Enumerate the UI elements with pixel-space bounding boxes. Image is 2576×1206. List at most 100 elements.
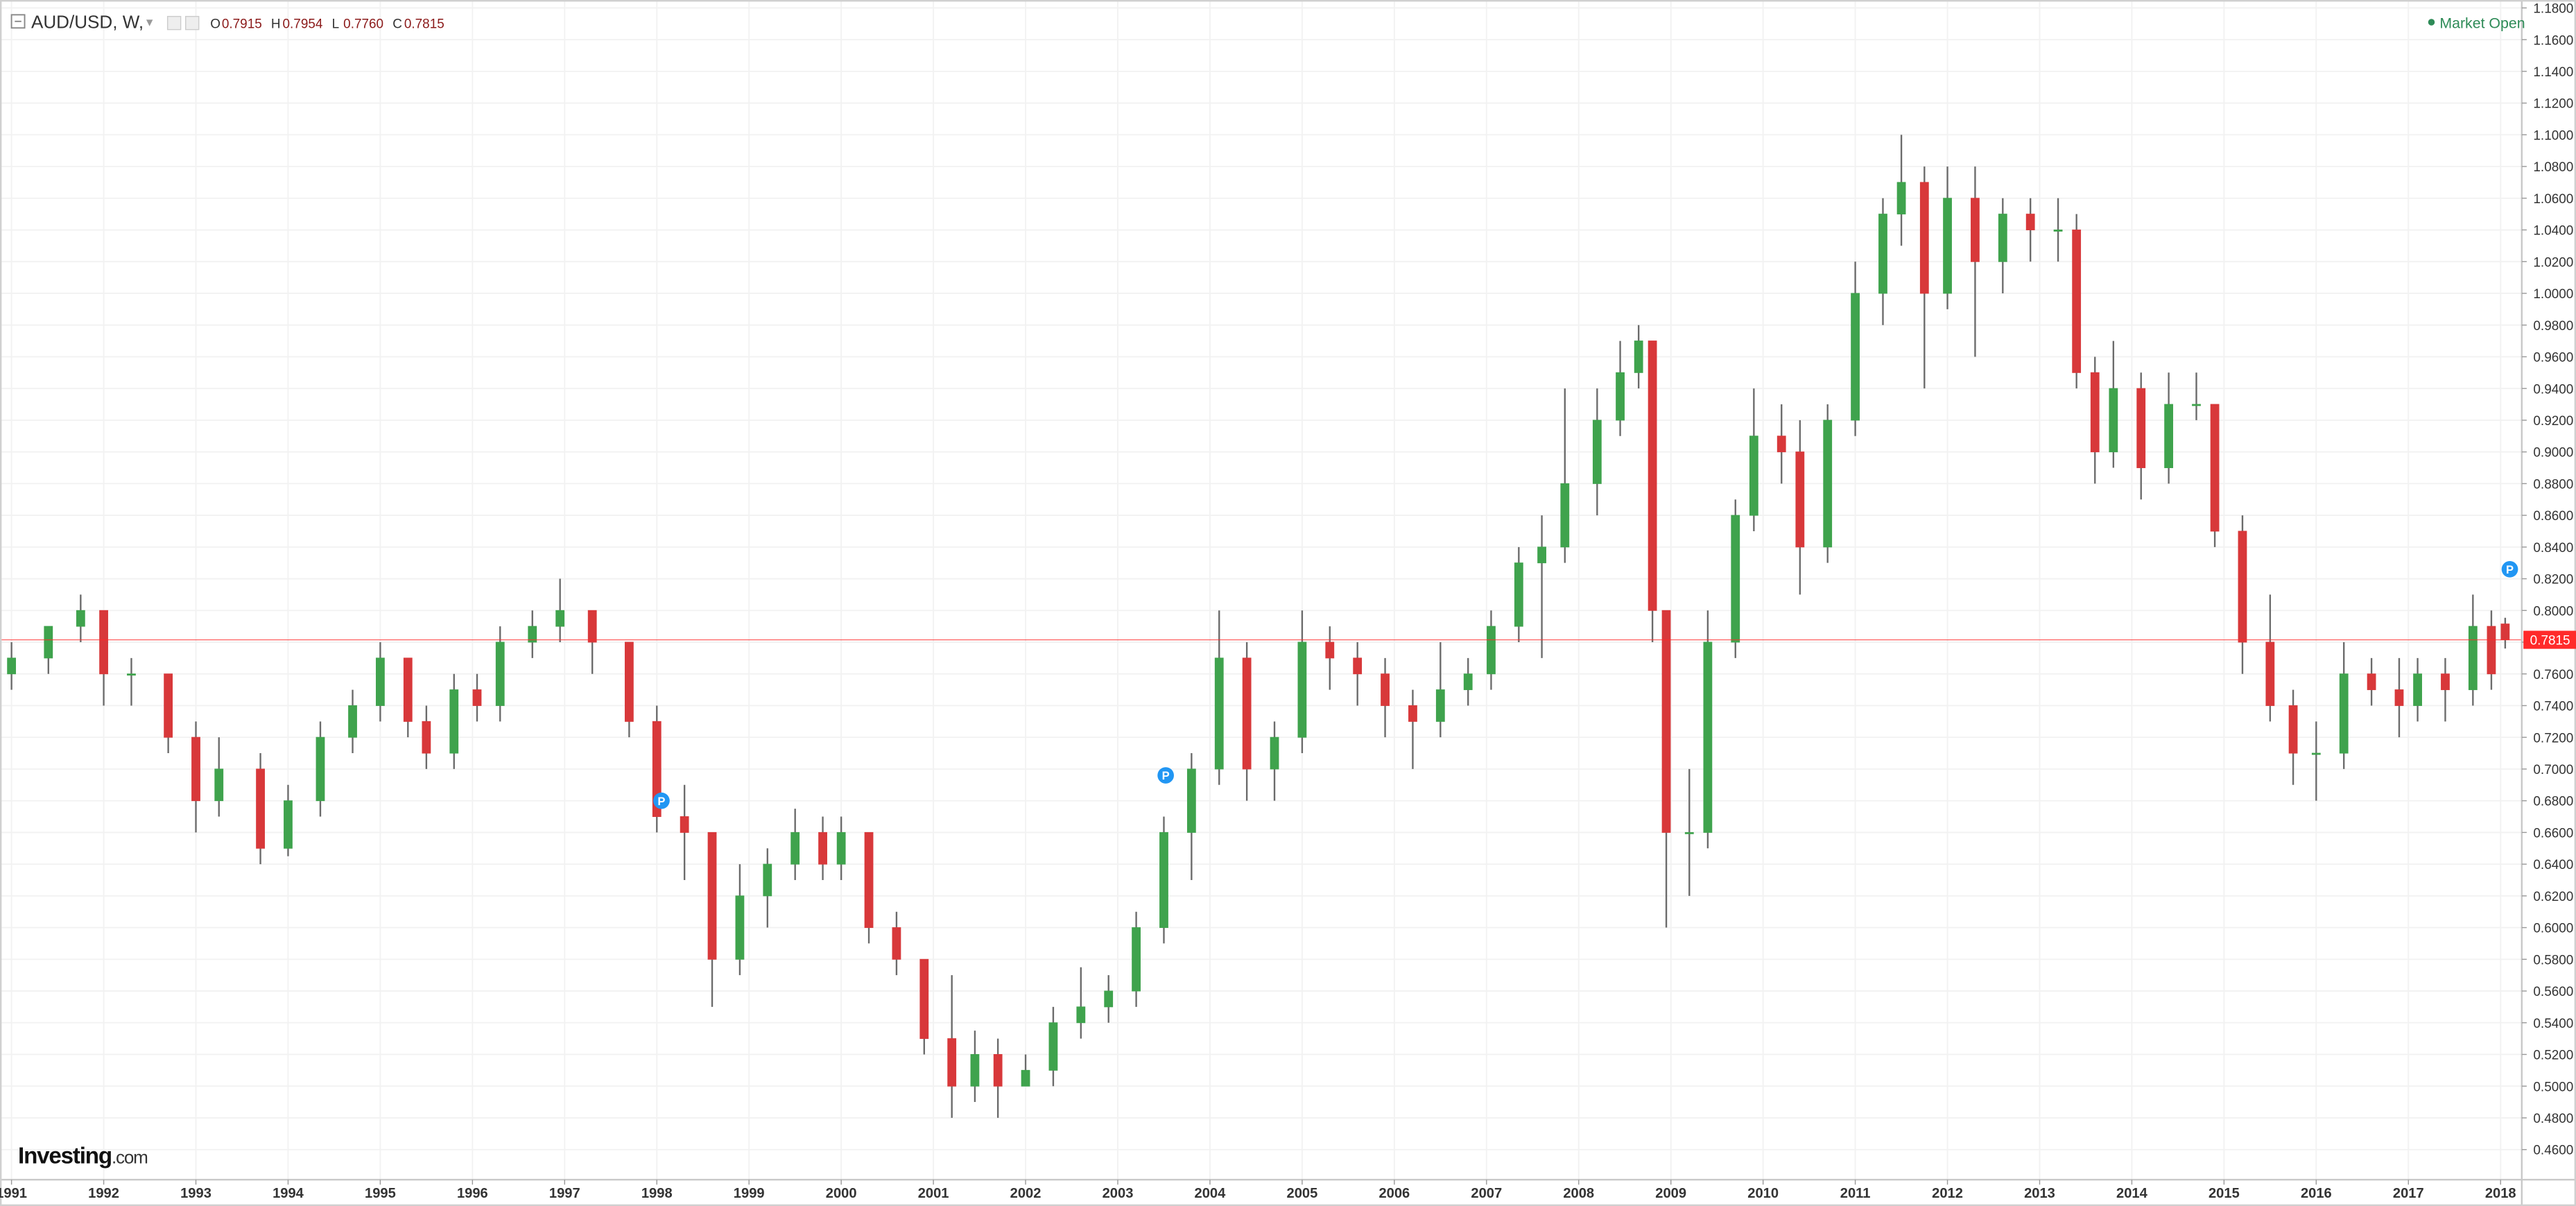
candle — [472, 673, 482, 722]
y-tick-label: 1.0400 — [2533, 224, 2573, 239]
candle — [1878, 198, 1887, 325]
x-tick-label: 2016 — [2301, 1186, 2332, 1201]
candle — [1186, 753, 1196, 880]
candle — [763, 848, 772, 928]
x-tick-label: 2012 — [1932, 1186, 1963, 1201]
candle-body — [1943, 198, 1952, 294]
collapse-button[interactable] — [10, 14, 26, 29]
x-tick-label: 2015 — [2208, 1186, 2240, 1201]
y-tick-label: 0.5400 — [2533, 1017, 2573, 1031]
settings-icon[interactable] — [166, 15, 182, 31]
candle — [1616, 341, 1625, 436]
candle — [555, 578, 565, 642]
candle-body — [2468, 626, 2478, 691]
candle — [2468, 594, 2478, 706]
candle-body — [919, 958, 929, 1040]
candle-body — [836, 832, 846, 865]
candle-body — [284, 800, 293, 849]
candle-body — [44, 626, 53, 659]
candle-body — [1634, 341, 1643, 373]
candle-body — [1560, 483, 1570, 548]
candle-body — [1896, 182, 1906, 215]
candle-body — [2238, 531, 2247, 643]
candle-body — [164, 673, 173, 738]
candle — [2072, 214, 2082, 389]
candle-body — [555, 610, 565, 627]
candle — [1242, 641, 1252, 801]
candle-body — [763, 863, 772, 897]
candle — [735, 864, 745, 976]
ohlc-value: 0.7954 — [283, 17, 323, 31]
y-tick-label: 0.4600 — [2533, 1144, 2573, 1158]
candle — [1919, 166, 1929, 389]
candle-body — [947, 1038, 957, 1087]
watermark: Investing.com — [18, 1143, 148, 1169]
candle-body — [1616, 372, 1625, 421]
y-tick-label: 0.9400 — [2533, 382, 2573, 397]
x-tick-label: 2014 — [2116, 1186, 2148, 1201]
candle — [1703, 610, 1713, 849]
candle — [1021, 1054, 1030, 1087]
dropdown-icon[interactable]: ▾ — [146, 15, 153, 30]
candle — [422, 705, 431, 769]
candle-body — [818, 832, 827, 865]
marker — [653, 792, 670, 809]
candle-body — [993, 1053, 1003, 1087]
y-tick-label: 0.6600 — [2533, 826, 2573, 841]
candle-body — [652, 721, 662, 817]
y-tick-label: 0.8800 — [2533, 477, 2573, 492]
candle-body — [2090, 372, 2100, 453]
candle-body — [127, 673, 136, 676]
candle-body — [2311, 752, 2321, 755]
candle-body — [214, 768, 224, 802]
x-tick-label: 2003 — [1103, 1186, 1134, 1201]
candle — [1048, 1006, 1058, 1087]
x-tick-label: 2009 — [1655, 1186, 1686, 1201]
y-tick-label: 0.9000 — [2533, 446, 2573, 460]
candle — [376, 641, 385, 722]
candle — [1297, 610, 1307, 754]
candle-body — [2025, 214, 2035, 231]
candle — [1514, 546, 1523, 642]
candle-body — [1104, 990, 1114, 1008]
candle-body — [2164, 404, 2174, 468]
candle — [1777, 404, 1786, 484]
candle-body — [1731, 515, 1740, 643]
y-tick-label: 0.8400 — [2533, 541, 2573, 555]
candle-body — [1878, 214, 1887, 294]
x-tick-label: 2017 — [2393, 1186, 2424, 1201]
candle-body — [1971, 198, 1980, 262]
candle-body — [1353, 657, 1363, 675]
candle-body — [76, 610, 85, 627]
y-tick-label: 0.7200 — [2533, 731, 2573, 746]
candle — [1487, 610, 1496, 690]
candle — [2441, 657, 2450, 722]
candle-body — [1242, 657, 1252, 770]
candle-body — [1777, 436, 1786, 453]
x-tick-label: 2000 — [826, 1186, 857, 1201]
candle-body — [1435, 689, 1445, 722]
candle — [2394, 657, 2404, 738]
candle — [836, 816, 846, 880]
x-tick-label: 1991 — [0, 1186, 27, 1201]
y-tick-label: 0.5000 — [2533, 1080, 2573, 1094]
candle-body — [624, 641, 634, 722]
y-tick-label: 0.9200 — [2533, 414, 2573, 429]
x-tick-label: 2001 — [918, 1186, 949, 1201]
candle — [1353, 641, 1363, 706]
candle-body — [191, 736, 200, 802]
ohlc-legend: O 0.7915 H 0.7954 L 0.7760 C 0.7815 — [210, 17, 444, 31]
candle-body — [2288, 705, 2298, 754]
candle — [587, 610, 597, 674]
candle-body — [2339, 673, 2349, 754]
candle-body — [1749, 436, 1758, 516]
candle — [2265, 594, 2275, 722]
candle — [495, 626, 505, 722]
close-icon[interactable] — [185, 15, 200, 31]
candle-body — [1823, 420, 1833, 548]
x-tick-label: 2005 — [1287, 1186, 1318, 1201]
candle — [256, 753, 265, 865]
